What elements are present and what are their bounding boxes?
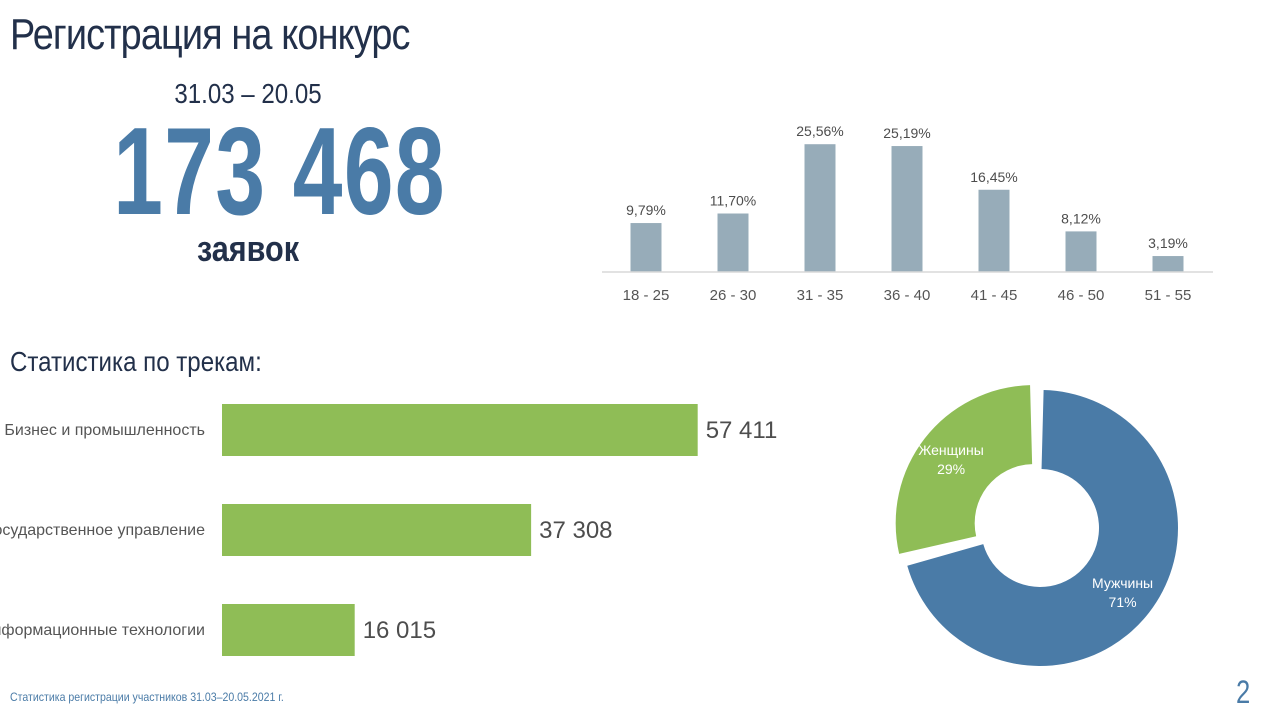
donut-slice-label: Мужчины xyxy=(1092,575,1153,591)
age-bar-value-label: 3,19% xyxy=(1148,235,1188,251)
donut-slice xyxy=(907,390,1178,666)
page-title: Регистрация на конкурс xyxy=(10,10,410,59)
age-bar xyxy=(891,146,923,272)
age-bar-value-label: 25,19% xyxy=(883,125,930,141)
footer-note: Статистика регистрации участников 31.03–… xyxy=(10,690,284,704)
age-category-label: 46 - 50 xyxy=(1058,287,1105,304)
track-category-label: Бизнес и промышленность xyxy=(4,422,205,439)
age-bar xyxy=(1065,231,1097,272)
age-bar xyxy=(804,144,836,272)
track-value-label: 37 308 xyxy=(539,517,612,544)
age-category-label: 18 - 25 xyxy=(623,287,670,304)
tracks-bar-chart: Бизнес и промышленность 57 411 Государстве… xyxy=(0,404,778,656)
age-bar-value-label: 25,56% xyxy=(796,123,843,139)
age-category-label: 31 - 35 xyxy=(797,287,844,304)
age-distribution-chart: 9,79% 18 - 25 11,70% 26 - 30 25,56% 31 - 35 25… xyxy=(602,123,1213,304)
age-category-label: 36 - 40 xyxy=(884,287,931,304)
gender-donut-chart: Мужчины 71% Женщины 29% xyxy=(895,385,1178,666)
page-number: 2 xyxy=(1236,674,1251,710)
age-bar-value-label: 11,70% xyxy=(710,193,756,209)
total-applications-caption: заявок xyxy=(196,228,300,269)
total-applications: 173 468 xyxy=(113,103,447,241)
tracks-section-title: Статистика по трекам: xyxy=(10,346,262,377)
donut-slice-label: Женщины xyxy=(918,442,983,458)
registration-period: 31.03 – 20.05 xyxy=(174,78,322,109)
donut-slice-value: 29% xyxy=(937,461,965,477)
donut-slice-value: 71% xyxy=(1109,594,1137,610)
age-bar xyxy=(717,213,749,272)
track-bar xyxy=(222,404,698,456)
donut-slice xyxy=(895,385,1033,554)
track-category-label: Государственное управление xyxy=(0,522,205,539)
age-bar-value-label: 9,79% xyxy=(626,202,666,218)
age-category-label: 41 - 45 xyxy=(971,287,1018,304)
track-category-label: Информационные технологии xyxy=(0,622,205,639)
track-value-label: 57 411 xyxy=(706,417,778,444)
track-bar xyxy=(222,604,355,656)
age-bar xyxy=(978,189,1010,272)
track-bar xyxy=(222,504,532,556)
age-bar-value-label: 16,45% xyxy=(970,169,1017,185)
age-bar xyxy=(630,223,662,272)
age-bar xyxy=(1152,256,1184,272)
track-value-label: 16 015 xyxy=(363,617,436,644)
age-category-label: 51 - 55 xyxy=(1145,287,1192,304)
age-bar-value-label: 8,12% xyxy=(1061,210,1101,226)
age-category-label: 26 - 30 xyxy=(710,287,757,304)
